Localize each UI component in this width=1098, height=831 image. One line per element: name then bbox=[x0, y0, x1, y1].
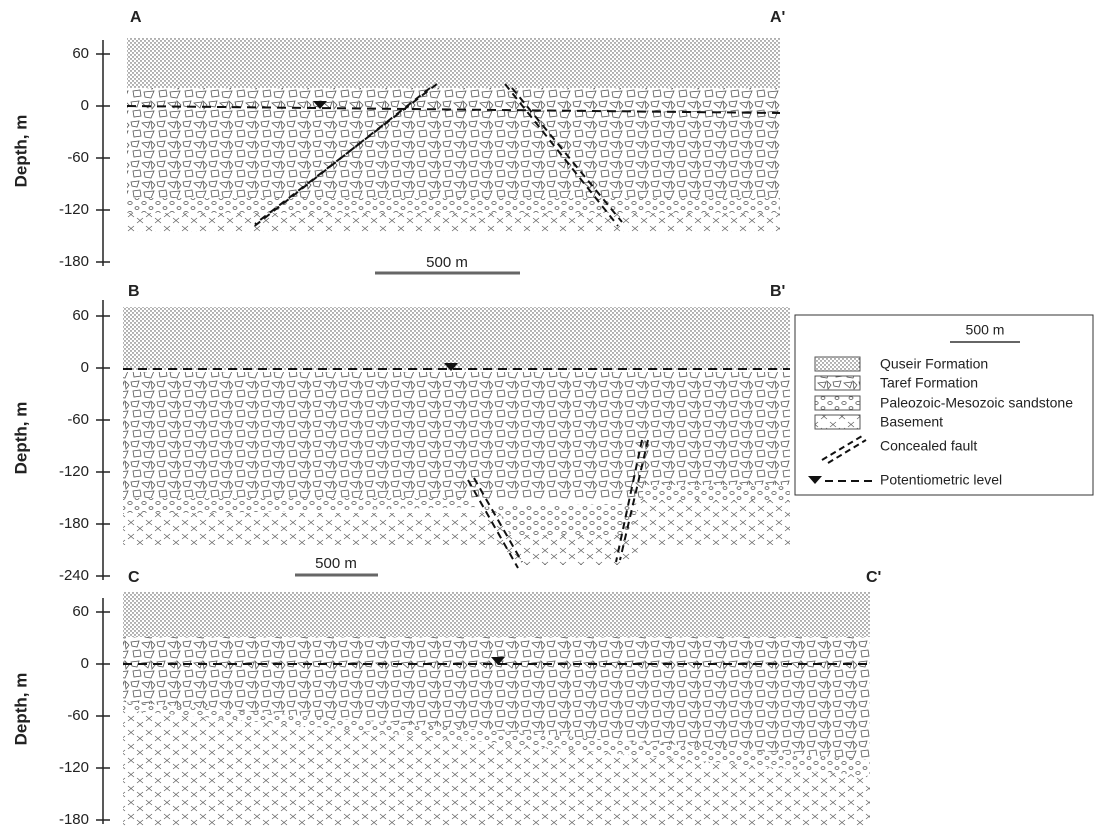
y-tick-label: -120 bbox=[59, 201, 89, 218]
legend: 500 m Quseir Formation Taref Formation P… bbox=[795, 315, 1093, 495]
section-c bbox=[123, 592, 870, 827]
y-tick-label: -60 bbox=[67, 411, 89, 428]
section-label: B bbox=[128, 283, 140, 300]
section-label: C bbox=[128, 569, 140, 586]
section-b bbox=[123, 307, 790, 575]
y-tick-label: 0 bbox=[81, 359, 89, 376]
legend-item: Paleozoic-Mesozoic sandstone bbox=[880, 395, 1073, 411]
y-tick-label: -180 bbox=[59, 253, 89, 270]
legend-item: Concealed fault bbox=[880, 438, 977, 454]
figure: 500 m Quseir Formation Taref Formation P… bbox=[0, 0, 1098, 831]
scale-bar-label: 500 m bbox=[426, 254, 468, 271]
y-tick-label: -120 bbox=[59, 463, 89, 480]
y-tick-label: 0 bbox=[81, 655, 89, 672]
y-axis-label: Depth, m bbox=[11, 115, 30, 188]
section-label: B' bbox=[770, 283, 785, 300]
section-a bbox=[127, 38, 780, 273]
legend-scale: 500 m bbox=[966, 322, 1005, 338]
y-tick-label: -60 bbox=[67, 149, 89, 166]
legend-item: Quseir Formation bbox=[880, 356, 988, 372]
legend-item: Basement bbox=[880, 414, 943, 430]
y-tick-label: 60 bbox=[72, 307, 89, 324]
section-label: A' bbox=[770, 9, 785, 26]
y-tick-label: -180 bbox=[59, 811, 89, 828]
y-tick-label: 0 bbox=[81, 97, 89, 114]
legend-item: Potentiometric level bbox=[880, 472, 1002, 488]
section-label: A bbox=[130, 9, 142, 26]
scale-bar-label: 500 m bbox=[315, 555, 357, 572]
section-label: C' bbox=[866, 569, 881, 586]
y-tick-label: 60 bbox=[72, 45, 89, 62]
y-axis-label: Depth, m bbox=[11, 673, 30, 746]
y-tick-label: -240 bbox=[59, 567, 89, 584]
y-tick-label: -180 bbox=[59, 515, 89, 532]
y-tick-label: -60 bbox=[67, 707, 89, 724]
y-axis-label: Depth, m bbox=[11, 402, 30, 475]
y-tick-label: 60 bbox=[72, 603, 89, 620]
y-tick-label: -120 bbox=[59, 759, 89, 776]
legend-item: Taref Formation bbox=[880, 375, 978, 391]
